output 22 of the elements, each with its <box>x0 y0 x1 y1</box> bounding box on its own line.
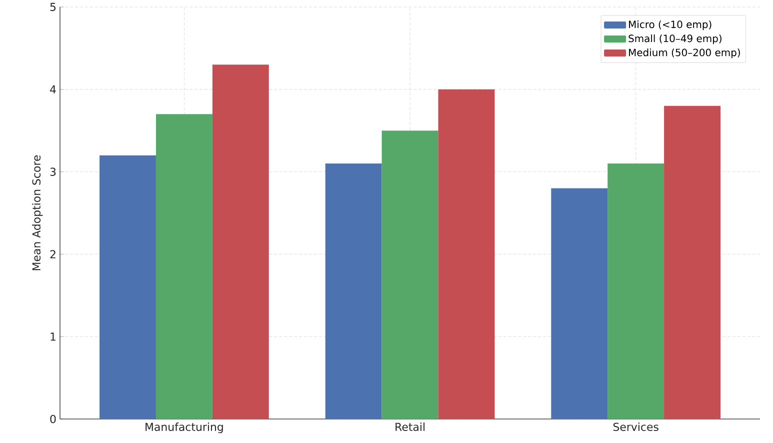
x-tick-label: Services <box>613 422 658 431</box>
bar <box>212 64 269 419</box>
y-axis-title: Mean Adoption Score <box>32 155 43 270</box>
y-tick-label: 2 <box>50 250 56 258</box>
legend-label: Medium (50–200 emp) <box>629 48 740 58</box>
legend-label: Micro (<10 emp) <box>629 20 712 30</box>
x-tick-label: Manufacturing <box>146 422 223 434</box>
bar <box>438 89 495 419</box>
y-tick-label: 4 <box>50 85 56 94</box>
y-tick-label: 0 <box>50 414 56 424</box>
legend-label: Small (10–49 emp) <box>628 34 722 44</box>
y-tick-label: 5 <box>50 2 56 12</box>
bar <box>382 130 438 419</box>
bar <box>100 155 156 419</box>
bar <box>325 164 382 419</box>
bar <box>156 114 212 419</box>
y-tick-label: 3 <box>50 168 56 176</box>
y-tick-label: 1 <box>50 332 56 341</box>
bar <box>608 164 664 419</box>
bar <box>551 188 608 419</box>
x-tick-label: Retail <box>396 422 424 431</box>
bar <box>664 106 720 419</box>
